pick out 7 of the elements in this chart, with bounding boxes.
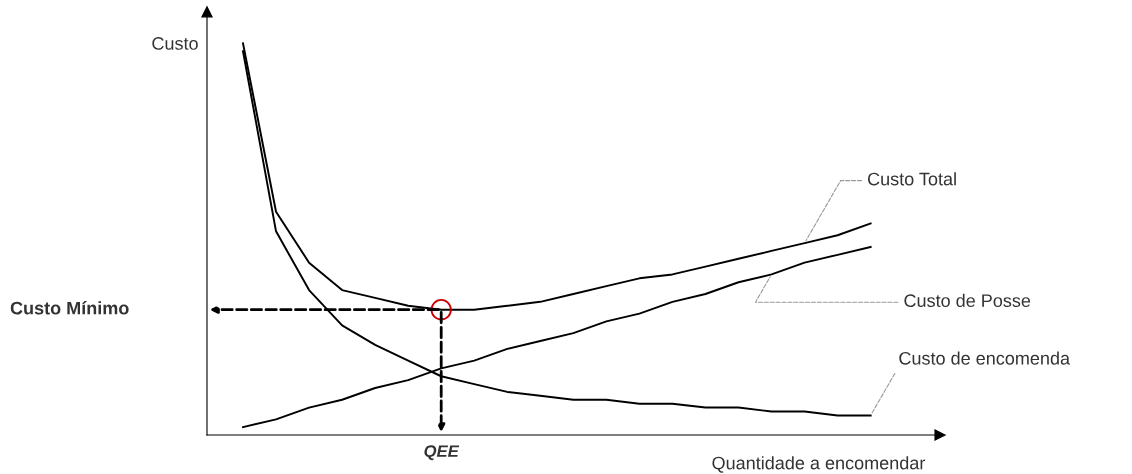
text: Custo de encomenda [899, 351, 1071, 365]
x-axis-title: Quantidade a encomendar [712, 456, 926, 473]
y-axis-title: Custo [152, 37, 198, 50]
text: QEE [424, 445, 460, 461]
text: Custo de Posse [904, 293, 1031, 308]
text: Custo Mínimo [10, 301, 129, 315]
text: Custo Total [867, 172, 956, 186]
